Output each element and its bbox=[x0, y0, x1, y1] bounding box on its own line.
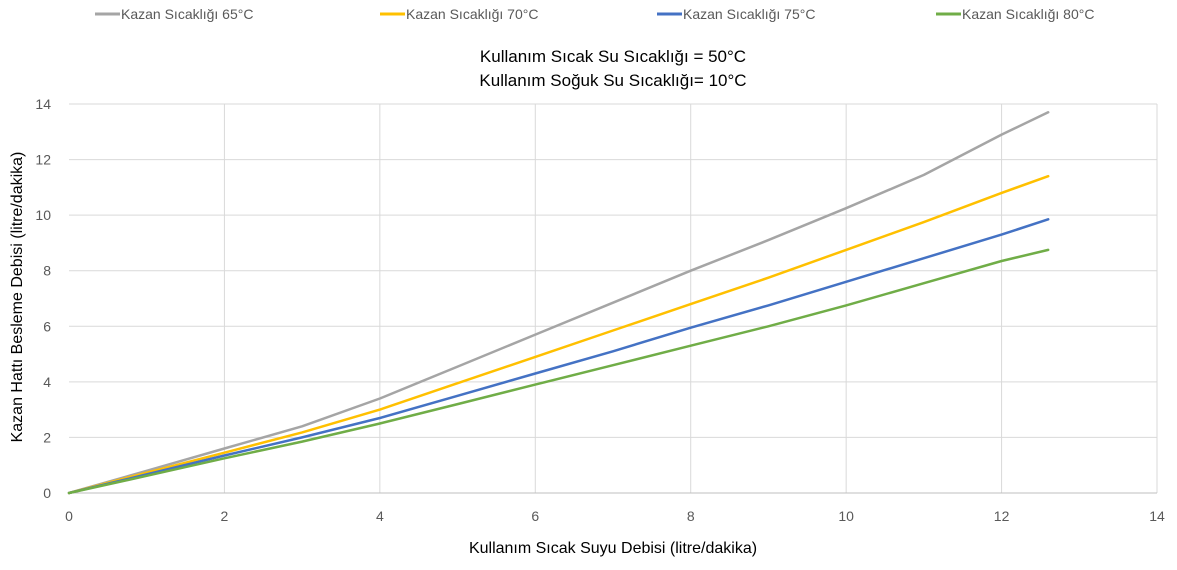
y-tick-label: 10 bbox=[35, 207, 51, 223]
legend-label: Kazan Sıcaklığı 75°C bbox=[683, 6, 815, 22]
chart-title: Kullanım Sıcak Su Sıcaklığı = 50°C Kullan… bbox=[479, 47, 746, 90]
x-tick-label: 12 bbox=[994, 508, 1010, 524]
series-line-1 bbox=[67, 111, 1050, 495]
gridlines bbox=[69, 103, 1158, 493]
x-tick-label: 10 bbox=[838, 508, 854, 524]
legend-label: Kazan Sıcaklığı 70°C bbox=[406, 6, 538, 22]
y-tick-label: 14 bbox=[35, 96, 51, 112]
y-axis-title: Kazan Hattı Besleme Debisi (litre/dakika… bbox=[9, 152, 26, 443]
x-axis-title: Kullanım Sıcak Suyu Debisi (litre/dakika… bbox=[469, 540, 757, 557]
y-tick-label: 2 bbox=[43, 429, 51, 445]
x-tick-label: 8 bbox=[687, 508, 695, 524]
series-line-2 bbox=[67, 174, 1050, 495]
legend: Kazan Sıcaklığı 65°C Kazan Sıcaklığı 70°C… bbox=[95, 6, 1094, 22]
legend-entry: Kazan Sıcaklığı 70°C bbox=[380, 6, 538, 22]
series-line-4 bbox=[67, 248, 1050, 495]
series-line-3 bbox=[67, 218, 1050, 495]
x-tick-label: 4 bbox=[376, 508, 384, 524]
chart-title-line-2: Kullanım Soğuk Su Sıcaklığı= 10°C bbox=[479, 71, 746, 90]
legend-label: Kazan Sıcaklığı 65°C bbox=[121, 6, 253, 22]
y-tick-label: 0 bbox=[43, 485, 51, 501]
y-tick-label: 6 bbox=[43, 318, 51, 334]
y-tick-label: 12 bbox=[35, 152, 51, 168]
x-tick-label: 0 bbox=[65, 508, 73, 524]
x-tick-label: 14 bbox=[1149, 508, 1165, 524]
legend-entry: Kazan Sıcaklığı 75°C bbox=[657, 6, 815, 22]
legend-label: Kazan Sıcaklığı 80°C bbox=[962, 6, 1094, 22]
tick-labels: 0 2 4 6 8 10 12 14 0 2 4 6 8 10 12 14 bbox=[35, 96, 1165, 524]
y-tick-label: 4 bbox=[43, 374, 51, 390]
series-layer bbox=[67, 111, 1050, 495]
legend-entry: Kazan Sıcaklığı 65°C bbox=[95, 6, 253, 22]
x-tick-label: 2 bbox=[221, 508, 229, 524]
chart-title-line-1: Kullanım Sıcak Su Sıcaklığı = 50°C bbox=[480, 47, 746, 66]
legend-entry: Kazan Sıcaklığı 80°C bbox=[936, 6, 1094, 22]
y-tick-label: 8 bbox=[43, 263, 51, 279]
x-tick-label: 6 bbox=[531, 508, 539, 524]
